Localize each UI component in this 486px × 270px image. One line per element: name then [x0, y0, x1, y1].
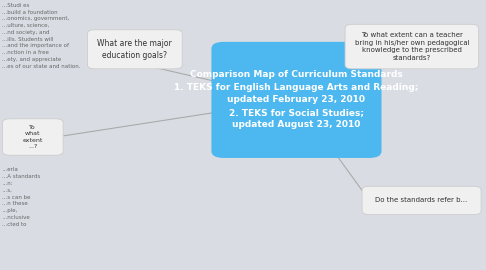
Text: What are the major
education goals?: What are the major education goals?	[98, 39, 172, 59]
FancyBboxPatch shape	[362, 186, 481, 215]
Text: To what extent can a teacher
bring in his/her own pedagogical
knowledge to the p: To what extent can a teacher bring in hi…	[355, 32, 469, 61]
Text: Comparison Map of Curriculum Standards
1. TEKS for English Language Arts and Rea: Comparison Map of Curriculum Standards 1…	[174, 70, 418, 129]
FancyBboxPatch shape	[87, 30, 182, 69]
Text: Do the standards refer b...: Do the standards refer b...	[376, 197, 468, 204]
FancyBboxPatch shape	[211, 42, 382, 158]
FancyBboxPatch shape	[345, 24, 479, 69]
Text: To
what
extent
...?: To what extent ...?	[23, 125, 43, 149]
Text: ...erla
...A standards
...n:
...s,
...s can be
...n these
...ple,
...nclusive
..: ...erla ...A standards ...n: ...s, ...s …	[2, 167, 41, 227]
Text: ...Studi es
...build a foundation
...onomics, government,
...ulture, science,
..: ...Studi es ...build a foundation ...ono…	[2, 3, 81, 69]
FancyBboxPatch shape	[2, 119, 63, 155]
